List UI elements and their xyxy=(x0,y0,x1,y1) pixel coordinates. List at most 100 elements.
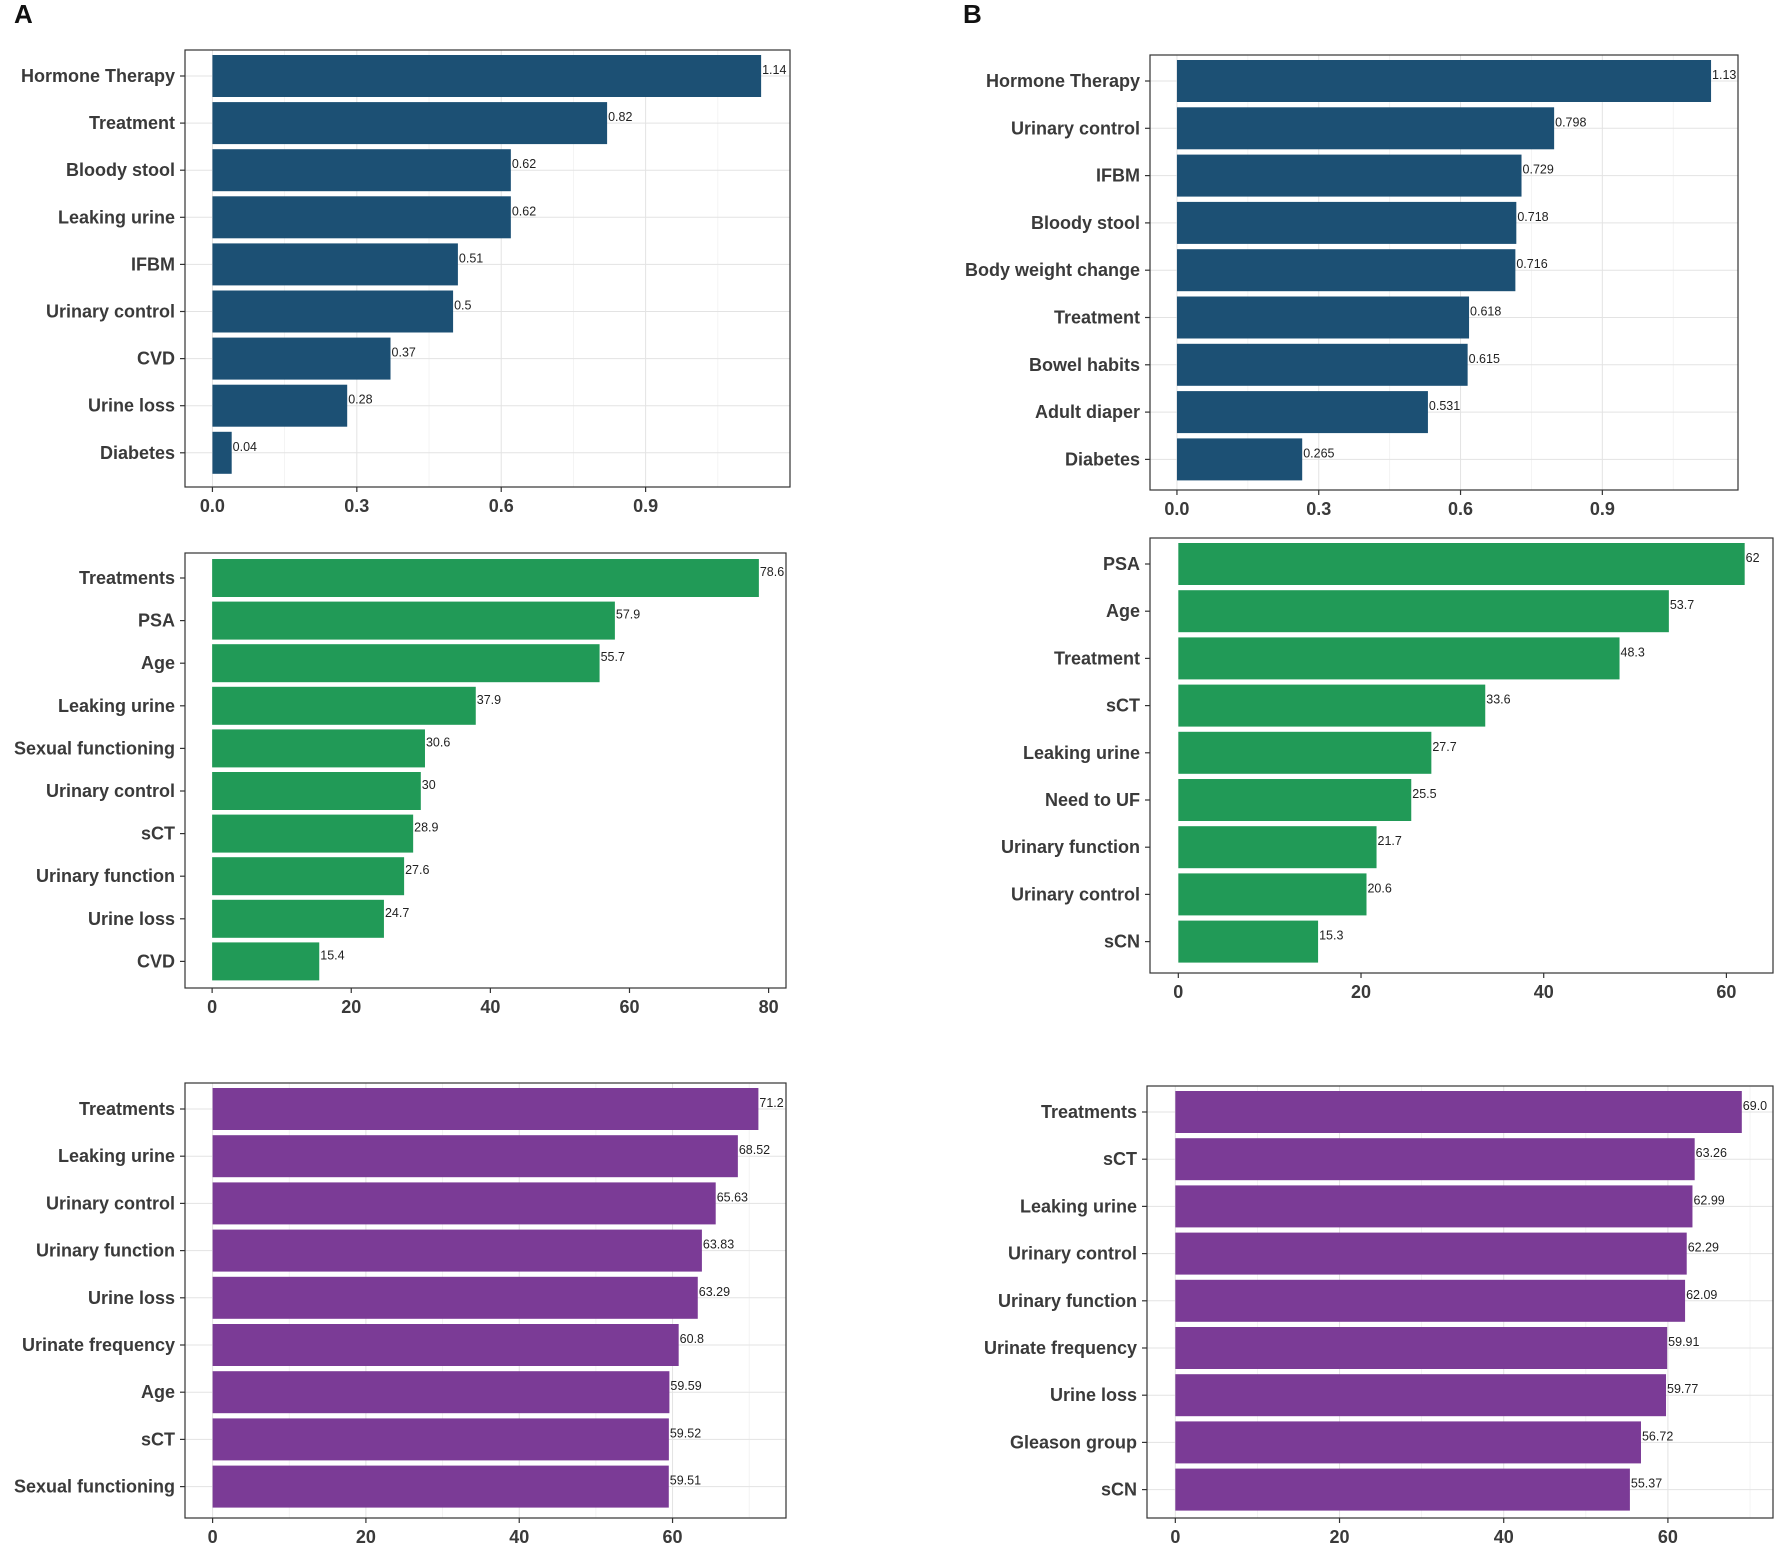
value-label: 15.4 xyxy=(320,948,344,962)
category-label: Body weight change xyxy=(965,260,1140,280)
bar-urinary-control xyxy=(212,290,454,333)
chart-1: 1.14 Hormone Therapy 0.82 Treatment 0.62 Bloo… xyxy=(21,49,791,516)
value-label: 59.51 xyxy=(670,1474,701,1488)
category-label: Urine loss xyxy=(88,1288,175,1308)
category-label: Adult diaper xyxy=(1035,402,1140,422)
category-label: Gleason group xyxy=(1010,1432,1137,1452)
x-tick-label: 20 xyxy=(356,1527,376,1543)
category-label: Leaking urine xyxy=(1020,1196,1137,1216)
bar-sct xyxy=(212,1418,669,1461)
bar-treatments xyxy=(1175,1091,1742,1133)
bar-treatments xyxy=(212,1088,759,1130)
bar-sexual-functioning xyxy=(212,1465,669,1508)
category-label: Diabetes xyxy=(100,443,175,463)
x-tick-label: 0.6 xyxy=(1448,499,1473,519)
bar-urinary-control xyxy=(212,772,421,810)
value-label: 56.72 xyxy=(1642,1429,1673,1443)
value-label: 24.7 xyxy=(385,906,409,920)
plot-frame xyxy=(184,552,787,989)
category-label: Leaking urine xyxy=(1023,743,1140,763)
bar-ifbm xyxy=(1176,154,1522,197)
bar-urinate-frequency xyxy=(212,1324,679,1366)
category-label: sCN xyxy=(1104,932,1140,952)
bar-leaking-urine xyxy=(1175,1185,1693,1228)
plot-frame xyxy=(1146,1085,1774,1519)
value-label: 63.83 xyxy=(703,1238,734,1252)
value-label: 37.9 xyxy=(477,693,501,707)
x-tick-label: 0 xyxy=(1170,1527,1180,1543)
value-label: 20.6 xyxy=(1367,881,1391,895)
x-tick-label: 40 xyxy=(1534,982,1554,1002)
category-label: Treatment xyxy=(1054,308,1140,328)
category-label: Urinate frequency xyxy=(22,1335,175,1355)
value-label: 15.3 xyxy=(1319,929,1343,943)
bar-urine-loss xyxy=(1175,1374,1667,1417)
chart-5: 71.2 Treatments 68.52 Leaking urine 65.63 Uri… xyxy=(14,1082,787,1543)
bar-age xyxy=(212,1371,670,1414)
value-label: 59.77 xyxy=(1667,1382,1698,1396)
value-label: 1.14 xyxy=(762,63,786,77)
value-label: 27.7 xyxy=(1432,740,1456,754)
category-label: Age xyxy=(1106,601,1140,621)
category-label: Treatment xyxy=(89,113,175,133)
category-label: CVD xyxy=(137,349,175,369)
x-tick-label: 80 xyxy=(759,997,779,1017)
x-tick-label: 60 xyxy=(1658,1527,1678,1543)
value-label: 60.8 xyxy=(680,1332,704,1346)
bar-urine-loss xyxy=(212,1276,698,1319)
value-label: 78.6 xyxy=(760,565,784,579)
x-tick-label: 0.0 xyxy=(1164,499,1189,519)
category-label: sCT xyxy=(1103,1149,1137,1169)
plot-frame xyxy=(1149,537,1774,974)
value-label: 25.5 xyxy=(1412,787,1436,801)
category-label: Urinary control xyxy=(46,302,175,322)
bar-body-weight-change xyxy=(1176,249,1516,292)
category-label: sCT xyxy=(141,1429,175,1449)
category-label: Diabetes xyxy=(1065,449,1140,469)
category-label: Urine loss xyxy=(88,396,175,416)
category-label: Sexual functioning xyxy=(14,1477,175,1497)
x-tick-label: 0.0 xyxy=(200,496,225,516)
category-label: sCT xyxy=(1106,696,1140,716)
value-label: 53.7 xyxy=(1670,598,1694,612)
value-label: 30 xyxy=(422,778,436,792)
category-label: Urinary control xyxy=(46,1193,175,1213)
value-label: 0.62 xyxy=(512,204,536,218)
bar-sct xyxy=(1178,684,1486,727)
bar-urine-loss xyxy=(212,899,384,938)
value-label: 0.798 xyxy=(1555,115,1586,129)
value-label: 0.37 xyxy=(392,346,416,360)
bar-scn xyxy=(1178,920,1319,963)
bar-treatment xyxy=(1176,296,1470,339)
category-label: Hormone Therapy xyxy=(986,71,1140,91)
plot-frame xyxy=(184,49,791,488)
value-label: 27.6 xyxy=(405,863,429,877)
value-label: 0.51 xyxy=(459,251,483,265)
panel-label-a: A xyxy=(14,0,33,29)
bar-adult-diaper xyxy=(1176,391,1428,434)
category-label: Urinary control xyxy=(1008,1244,1137,1264)
category-label: Treatments xyxy=(79,1099,175,1119)
value-label: 71.2 xyxy=(759,1096,783,1110)
value-label: 63.26 xyxy=(1696,1146,1727,1160)
category-label: IFBM xyxy=(1096,166,1140,186)
category-label: Urinary function xyxy=(998,1291,1137,1311)
x-tick-label: 0.3 xyxy=(1306,499,1331,519)
bar-hormone-therapy xyxy=(212,55,762,97)
value-label: 69.0 xyxy=(1743,1099,1767,1113)
category-label: Bloody stool xyxy=(66,160,175,180)
value-label: 59.59 xyxy=(670,1379,701,1393)
value-label: 0.618 xyxy=(1470,305,1501,319)
category-label: PSA xyxy=(1103,554,1140,574)
chart-3: 78.6 Treatments 57.9 PSA 55.7 Age 37.9 Leaking … xyxy=(14,552,787,1017)
value-label: 0.04 xyxy=(233,440,257,454)
category-label: IFBM xyxy=(131,254,175,274)
value-label: 0.718 xyxy=(1517,210,1548,224)
category-label: Urine loss xyxy=(1050,1385,1137,1405)
value-label: 30.6 xyxy=(426,735,450,749)
bar-leaking-urine xyxy=(212,196,511,239)
x-tick-label: 0.6 xyxy=(489,496,514,516)
category-label: Leaking urine xyxy=(58,1146,175,1166)
value-label: 0.729 xyxy=(1523,163,1554,177)
panel-label-b: B xyxy=(963,0,982,29)
